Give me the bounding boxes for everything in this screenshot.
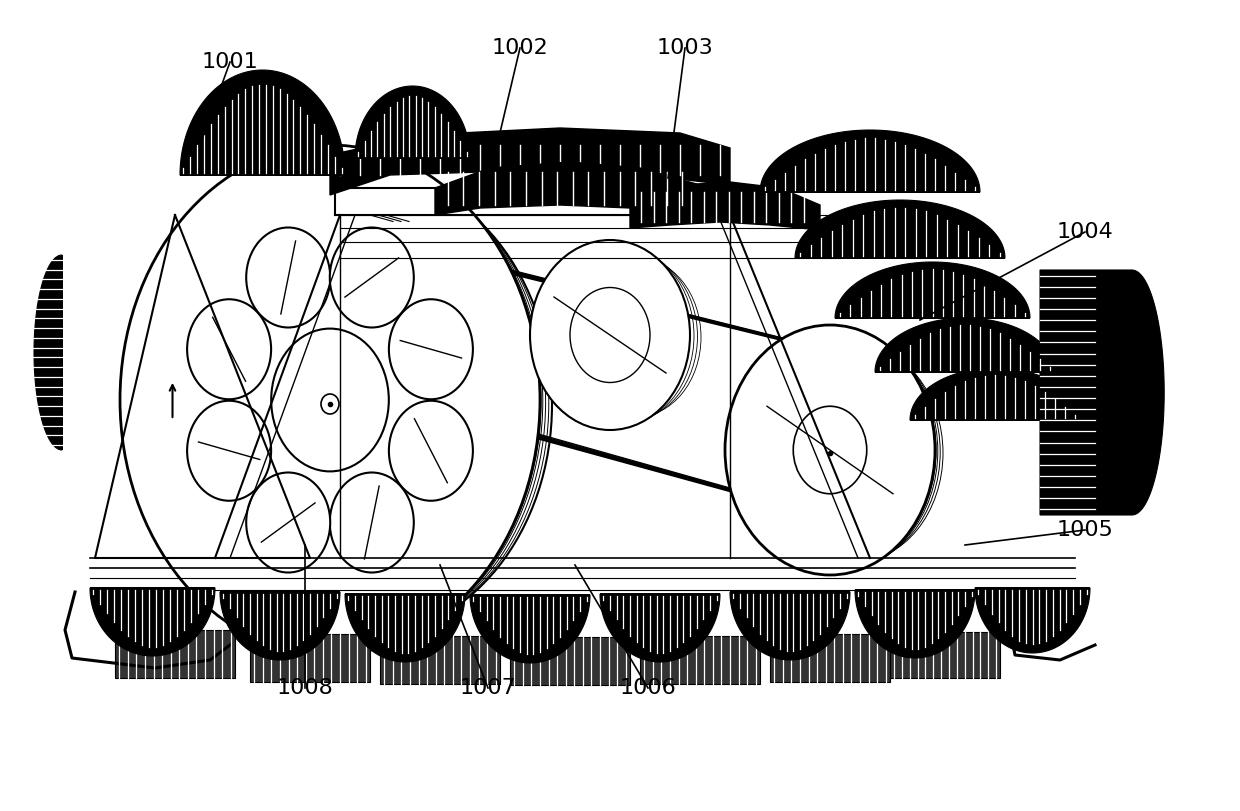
Ellipse shape	[389, 299, 472, 399]
Polygon shape	[975, 588, 1090, 653]
Text: 1008: 1008	[277, 678, 334, 698]
Text: 1006: 1006	[620, 678, 676, 698]
Polygon shape	[355, 86, 470, 158]
Ellipse shape	[725, 325, 935, 575]
Polygon shape	[600, 594, 720, 662]
Bar	[640, 636, 760, 684]
Ellipse shape	[187, 299, 272, 399]
Text: 1005: 1005	[1056, 520, 1114, 540]
Bar	[115, 630, 236, 678]
Polygon shape	[91, 588, 215, 656]
Polygon shape	[795, 200, 1004, 258]
Polygon shape	[330, 128, 730, 195]
Bar	[890, 632, 999, 678]
Polygon shape	[910, 368, 1080, 420]
Text: 1003: 1003	[657, 38, 713, 58]
Ellipse shape	[570, 288, 650, 383]
Bar	[250, 634, 370, 682]
Ellipse shape	[330, 228, 414, 328]
Polygon shape	[219, 592, 340, 660]
Ellipse shape	[120, 145, 539, 655]
Text: 1002: 1002	[491, 38, 548, 58]
Text: 1007: 1007	[460, 678, 516, 698]
Polygon shape	[730, 592, 849, 660]
Ellipse shape	[272, 328, 389, 471]
Ellipse shape	[247, 228, 330, 328]
Ellipse shape	[389, 401, 472, 500]
Polygon shape	[630, 182, 820, 230]
Polygon shape	[345, 594, 465, 662]
Bar	[510, 637, 630, 685]
Ellipse shape	[187, 401, 272, 500]
Polygon shape	[760, 130, 980, 192]
Polygon shape	[875, 318, 1055, 372]
Polygon shape	[856, 590, 975, 658]
Polygon shape	[33, 255, 62, 450]
Ellipse shape	[330, 473, 414, 573]
Polygon shape	[470, 595, 590, 663]
Bar	[770, 634, 890, 682]
Text: 1001: 1001	[202, 52, 258, 72]
Polygon shape	[435, 162, 701, 215]
Polygon shape	[180, 70, 345, 175]
Text: 1004: 1004	[1056, 222, 1114, 242]
Polygon shape	[1040, 270, 1164, 515]
Polygon shape	[835, 262, 1030, 318]
Ellipse shape	[321, 394, 339, 414]
Bar	[379, 636, 500, 684]
Ellipse shape	[794, 406, 867, 494]
Ellipse shape	[529, 240, 689, 430]
Ellipse shape	[247, 473, 330, 573]
